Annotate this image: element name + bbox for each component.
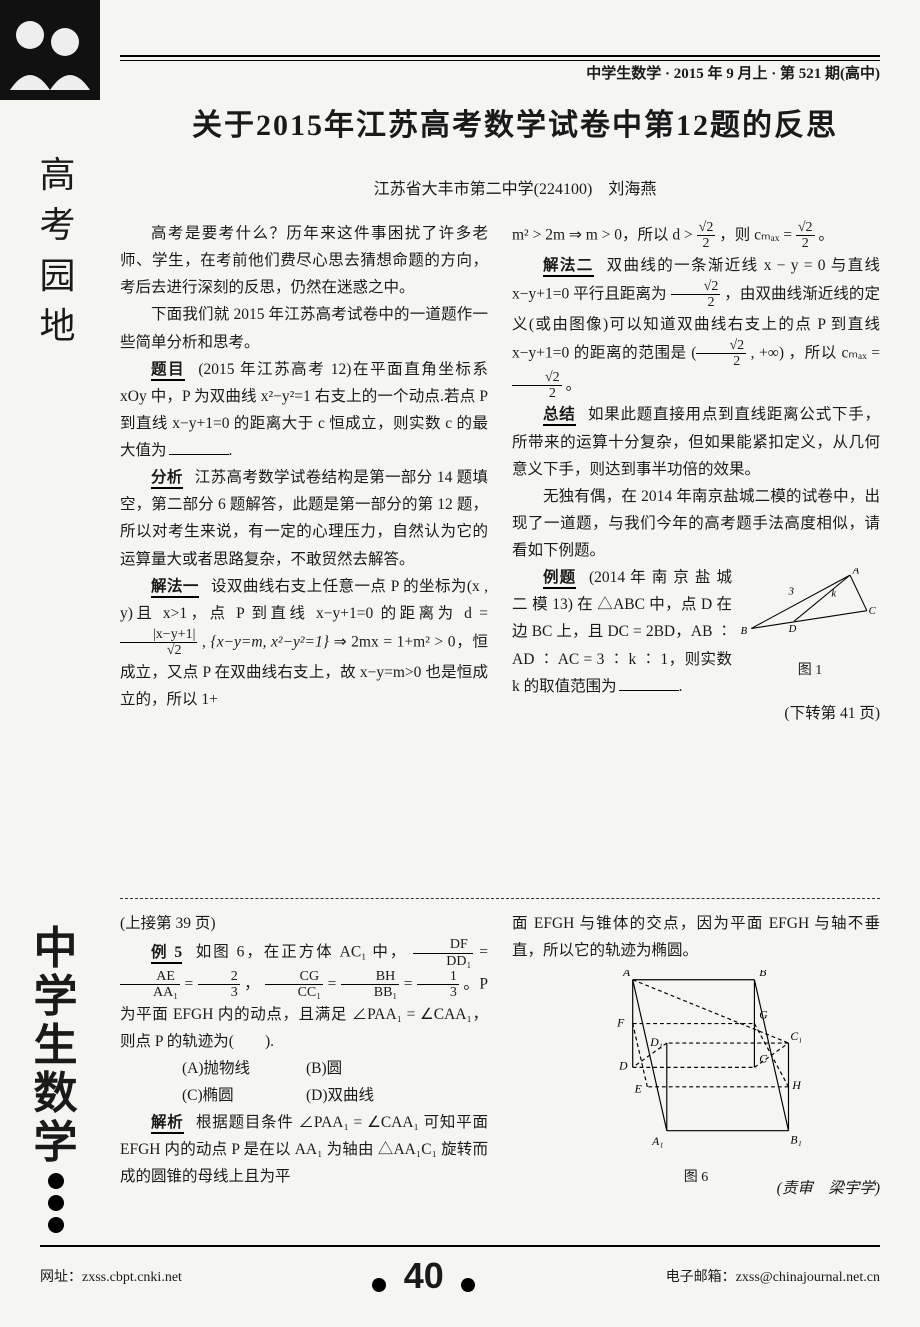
- svg-text:C: C: [869, 606, 877, 617]
- dot-icon: [461, 1278, 475, 1292]
- svg-text:F: F: [616, 1017, 625, 1030]
- options-row2: (C)椭圆(D)双曲线: [120, 1082, 488, 1109]
- dot-icon: [372, 1278, 386, 1292]
- figure-1: 3ABCDk 图 1: [740, 568, 880, 668]
- header-illustration: [0, 0, 100, 100]
- svg-text:E: E: [634, 1083, 642, 1096]
- section-2-columns: (上接第 39 页) 例 5 如图 6，在正方体 AC₁ 中， DFDD₁ = …: [120, 910, 880, 1202]
- footer-rule: [40, 1245, 880, 1247]
- footer-email: 电子邮箱：zxss@chinajournal.net.cn: [666, 1266, 880, 1286]
- jiefa2-head: 解法二: [543, 257, 594, 277]
- fenxi-head: 分析: [151, 469, 183, 489]
- jiefa1-head: 解法一: [151, 578, 199, 598]
- article-title: 关于2015年江苏高考数学试卷中第12题的反思: [150, 100, 880, 144]
- header-rule: [120, 55, 880, 57]
- jiexi-head: 解析: [151, 1114, 184, 1134]
- blank-answer-2: [619, 690, 679, 691]
- svg-text:B₁: B₁: [790, 1134, 801, 1147]
- author-line: 江苏省大丰市第二中学(224100) 刘海燕: [150, 175, 880, 199]
- para-intro2: 下面我们就 2015 年江苏高考试卷中的一道题作一些简单分析和思考。: [120, 301, 488, 355]
- page-number: 40: [404, 1255, 444, 1296]
- svg-text:H: H: [791, 1079, 801, 1092]
- para-col2b: 面 EFGH 与锥体的交点，因为平面 EFGH 与轴不垂直，所以它的轨迹为椭圆。: [512, 910, 880, 964]
- svg-text:A₁: A₁: [651, 1136, 663, 1149]
- blank-answer: [169, 454, 229, 455]
- fig1-label: 图 1: [740, 659, 880, 684]
- svg-text:D₁: D₁: [649, 1036, 663, 1049]
- para-timu: 题目 (2015 年江苏高考 12)在平面直角坐标系 xOy 中，P 为双曲线 …: [120, 356, 488, 465]
- continued-from: (上接第 39 页): [120, 910, 488, 937]
- svg-text:C₁: C₁: [790, 1030, 801, 1043]
- svg-text:3: 3: [788, 587, 794, 598]
- para-col2a: m² > 2m ⇒ m > 0，所以 d > √22 ，则 cₘₐₓ = √22…: [512, 220, 880, 252]
- dashed-divider: [120, 898, 880, 899]
- svg-text:A: A: [622, 970, 631, 979]
- svg-text:D: D: [788, 624, 797, 635]
- continue-right: (下转第 41 页): [512, 700, 880, 727]
- svg-text:B: B: [741, 626, 748, 637]
- svg-text:A: A: [852, 568, 860, 576]
- li5-head: 例 5: [151, 944, 182, 964]
- sidebar-label-top: 高 考 园 地: [20, 150, 95, 352]
- footer-url: 网址：zxss.cbpt.cnki.net: [40, 1266, 182, 1286]
- para-fenxi: 分析 江苏高考数学试卷结构是第一部分 14 题填空，第二部分 6 题解答，此题是…: [120, 464, 488, 573]
- author-name: 刘海燕: [608, 181, 656, 198]
- header-rule-thin: [120, 60, 880, 61]
- para-jiexi: 解析 根据题目条件 ∠PAA₁ = ∠CAA₁ 可知平面 EFGH 内的动点 P…: [120, 1109, 488, 1190]
- para-intro1: 高考是要考什么？历年来这件事困扰了许多老师、学生，在考前他们费尽心思去猜想命题的…: [120, 220, 488, 301]
- zongjie-head: 总结: [543, 406, 576, 426]
- affiliation: 江苏省大丰市第二中学(224100): [374, 181, 593, 198]
- para-nanjing: 无独有偶，在 2014 年南京盐城二模的试卷中，出现了一道题，与我们今年的高考题…: [512, 483, 880, 564]
- para-jiefa2: 解法二 双曲线的一条渐近线 x − y = 0 与直线 x−y+1=0 平行且距…: [512, 252, 880, 402]
- timu-head: 题目: [151, 361, 185, 381]
- para-li5: 例 5 如图 6，在正方体 AC₁ 中， DFDD₁ = AEAA₁ = 23 …: [120, 937, 488, 1055]
- svg-text:C: C: [759, 1053, 767, 1066]
- sidebar-label-bottom: 中 学 生 数 学: [18, 925, 93, 1239]
- svg-text:D: D: [618, 1060, 628, 1073]
- journal-info: 中学生数学 · 2015 年 9 月上 · 第 521 期(高中): [586, 62, 880, 83]
- svg-text:B: B: [759, 970, 766, 979]
- figure-6: ABCDA₁B₁C₁D₁EFGH 图 6: [591, 970, 801, 1175]
- footer: 网址：zxss.cbpt.cnki.net 40 电子邮箱：zxss@china…: [40, 1255, 880, 1297]
- svg-text:k: k: [831, 589, 836, 600]
- main-columns: 高考是要考什么？历年来这件事困扰了许多老师、学生，在考前他们费尽心思去猜想命题的…: [120, 220, 880, 727]
- svg-text:G: G: [759, 1009, 768, 1022]
- para-zongjie: 总结 如果此题直接用点到直线距离公式下手，所带来的运算十分复杂，但如果能紧扣定义…: [512, 401, 880, 482]
- options-row1: (A)抛物线(B)圆: [120, 1055, 488, 1082]
- liti-head: 例题: [543, 569, 576, 589]
- para-jiefa1: 解法一 设双曲线右支上任意一点 P 的坐标为(x , y)且 x>1，点 P 到…: [120, 573, 488, 713]
